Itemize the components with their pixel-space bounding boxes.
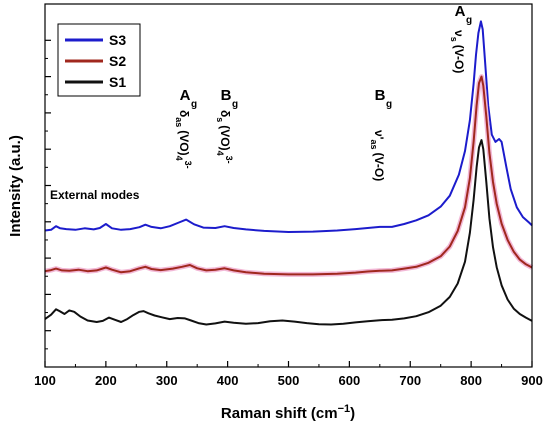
annotation-ag-nus-mode: νs(V-O) — [449, 30, 466, 73]
annotation-ag-deltaas-sub: g — [191, 99, 197, 110]
annotation-external-modes: External modes — [50, 188, 140, 202]
x-tick-label: 600 — [339, 373, 361, 388]
ticks-layer: 100 200 300 400 500 600 700 800 900 — [34, 39, 543, 388]
x-axis-title-sup: −1 — [338, 403, 351, 415]
legend-label-s1: S1 — [109, 74, 126, 90]
x-tick-label: 500 — [278, 373, 300, 388]
x-tick-label: 800 — [460, 373, 482, 388]
series-line-s2 — [44, 75, 533, 276]
y-axis-title: Intensity (a.u.) — [7, 135, 24, 237]
annotation-bg-nuas: B g ν'as(V-O) — [369, 87, 392, 181]
series-line-s1 — [44, 139, 533, 326]
x-axis-title-main: Raman shift (cm — [221, 405, 338, 422]
x-tick-label: 700 — [399, 373, 421, 388]
legend: S3 S2 S1 — [57, 23, 141, 97]
annotation-bg-deltas-sub: g — [232, 99, 238, 110]
annotation-bg-deltas-mode: δs(VO)43- — [215, 110, 234, 164]
annotation-ag-deltaas: A g δas(VO)43- — [174, 87, 197, 169]
x-tick-label: 200 — [95, 373, 117, 388]
annotation-bg-nuas-main: B — [375, 87, 386, 104]
annotation-bg-nuas-mode: ν'as(V-O) — [369, 130, 386, 181]
x-axis-title-close: ) — [350, 405, 355, 422]
x-tick-label: 300 — [156, 373, 178, 388]
series-layer — [44, 20, 534, 326]
annotation-bg-nuas-sub: g — [386, 99, 392, 110]
series-line-s3 — [44, 20, 533, 233]
annotation-bg-deltas: B g δs(VO)43- — [215, 87, 238, 164]
x-axis-title: Raman shift (cm−1) — [221, 403, 355, 422]
annotation-ag-nus-sub: g — [466, 15, 472, 26]
legend-label-s2: S2 — [109, 53, 126, 69]
annotation-bg-deltas-main: B — [221, 87, 232, 104]
annotation-ag-deltaas-mode: δas(VO)43- — [174, 110, 193, 169]
x-tick-label: 400 — [217, 373, 239, 388]
annotation-ag-nus-main: A — [455, 3, 466, 20]
annotation-ag-deltaas-main: A — [180, 87, 191, 104]
x-tick-label: 100 — [34, 373, 56, 388]
annotation-ag-nus: A g νs(V-O) — [449, 3, 472, 73]
legend-label-s3: S3 — [109, 32, 126, 48]
x-tick-label: 900 — [521, 373, 543, 388]
